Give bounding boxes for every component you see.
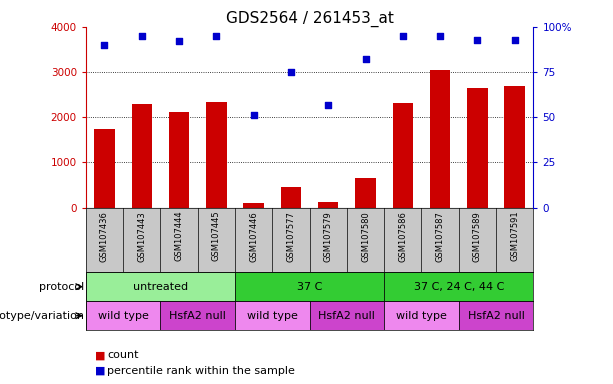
Bar: [86, 272, 235, 301]
Bar: [281, 187, 301, 208]
Text: 37 C, 24 C, 44 C: 37 C, 24 C, 44 C: [414, 282, 504, 292]
Text: GSM107586: GSM107586: [398, 211, 407, 262]
Point: [435, 33, 445, 39]
Text: GSM107436: GSM107436: [100, 211, 109, 262]
Bar: [459, 301, 533, 330]
Text: GSM107589: GSM107589: [473, 211, 482, 262]
Bar: [161, 301, 235, 330]
Bar: [356, 178, 376, 208]
Point: [286, 69, 296, 75]
Text: HsfA2 null: HsfA2 null: [169, 311, 226, 321]
Point: [323, 101, 333, 108]
Bar: [310, 301, 384, 330]
Text: ■: ■: [95, 366, 105, 376]
Text: 37 C: 37 C: [297, 282, 322, 292]
Bar: [430, 70, 451, 208]
Text: ■: ■: [95, 350, 105, 360]
Bar: [94, 129, 115, 208]
Point: [99, 42, 109, 48]
Bar: [467, 88, 487, 208]
Bar: [318, 202, 338, 208]
Text: wild type: wild type: [97, 311, 148, 321]
Point: [398, 33, 408, 39]
Text: genotype/variation: genotype/variation: [0, 311, 84, 321]
Bar: [206, 102, 227, 208]
Text: wild type: wild type: [247, 311, 298, 321]
Point: [174, 38, 184, 45]
Bar: [504, 86, 525, 208]
Text: wild type: wild type: [396, 311, 447, 321]
Text: GSM107444: GSM107444: [175, 211, 183, 262]
Bar: [132, 104, 152, 208]
Text: GSM107591: GSM107591: [510, 211, 519, 262]
Text: HsfA2 null: HsfA2 null: [468, 311, 525, 321]
Bar: [235, 272, 384, 301]
Bar: [235, 301, 310, 330]
Bar: [392, 103, 413, 208]
Text: GSM107587: GSM107587: [436, 211, 444, 262]
Bar: [384, 301, 459, 330]
Point: [360, 56, 370, 63]
Point: [137, 33, 147, 39]
Text: percentile rank within the sample: percentile rank within the sample: [107, 366, 295, 376]
Text: HsfA2 null: HsfA2 null: [318, 311, 375, 321]
Title: GDS2564 / 261453_at: GDS2564 / 261453_at: [226, 11, 394, 27]
Text: GSM107446: GSM107446: [249, 211, 258, 262]
Bar: [86, 301, 161, 330]
Text: GSM107580: GSM107580: [361, 211, 370, 262]
Text: count: count: [107, 350, 139, 360]
Bar: [169, 112, 189, 208]
Bar: [243, 203, 264, 208]
Point: [473, 36, 482, 43]
Text: untreated: untreated: [133, 282, 188, 292]
Text: GSM107445: GSM107445: [212, 211, 221, 262]
Text: GSM107579: GSM107579: [324, 211, 333, 262]
Text: protocol: protocol: [39, 282, 84, 292]
Point: [211, 33, 221, 39]
Point: [249, 113, 259, 119]
Point: [510, 36, 520, 43]
Bar: [384, 272, 533, 301]
Text: GSM107443: GSM107443: [137, 211, 147, 262]
Text: GSM107577: GSM107577: [286, 211, 295, 262]
